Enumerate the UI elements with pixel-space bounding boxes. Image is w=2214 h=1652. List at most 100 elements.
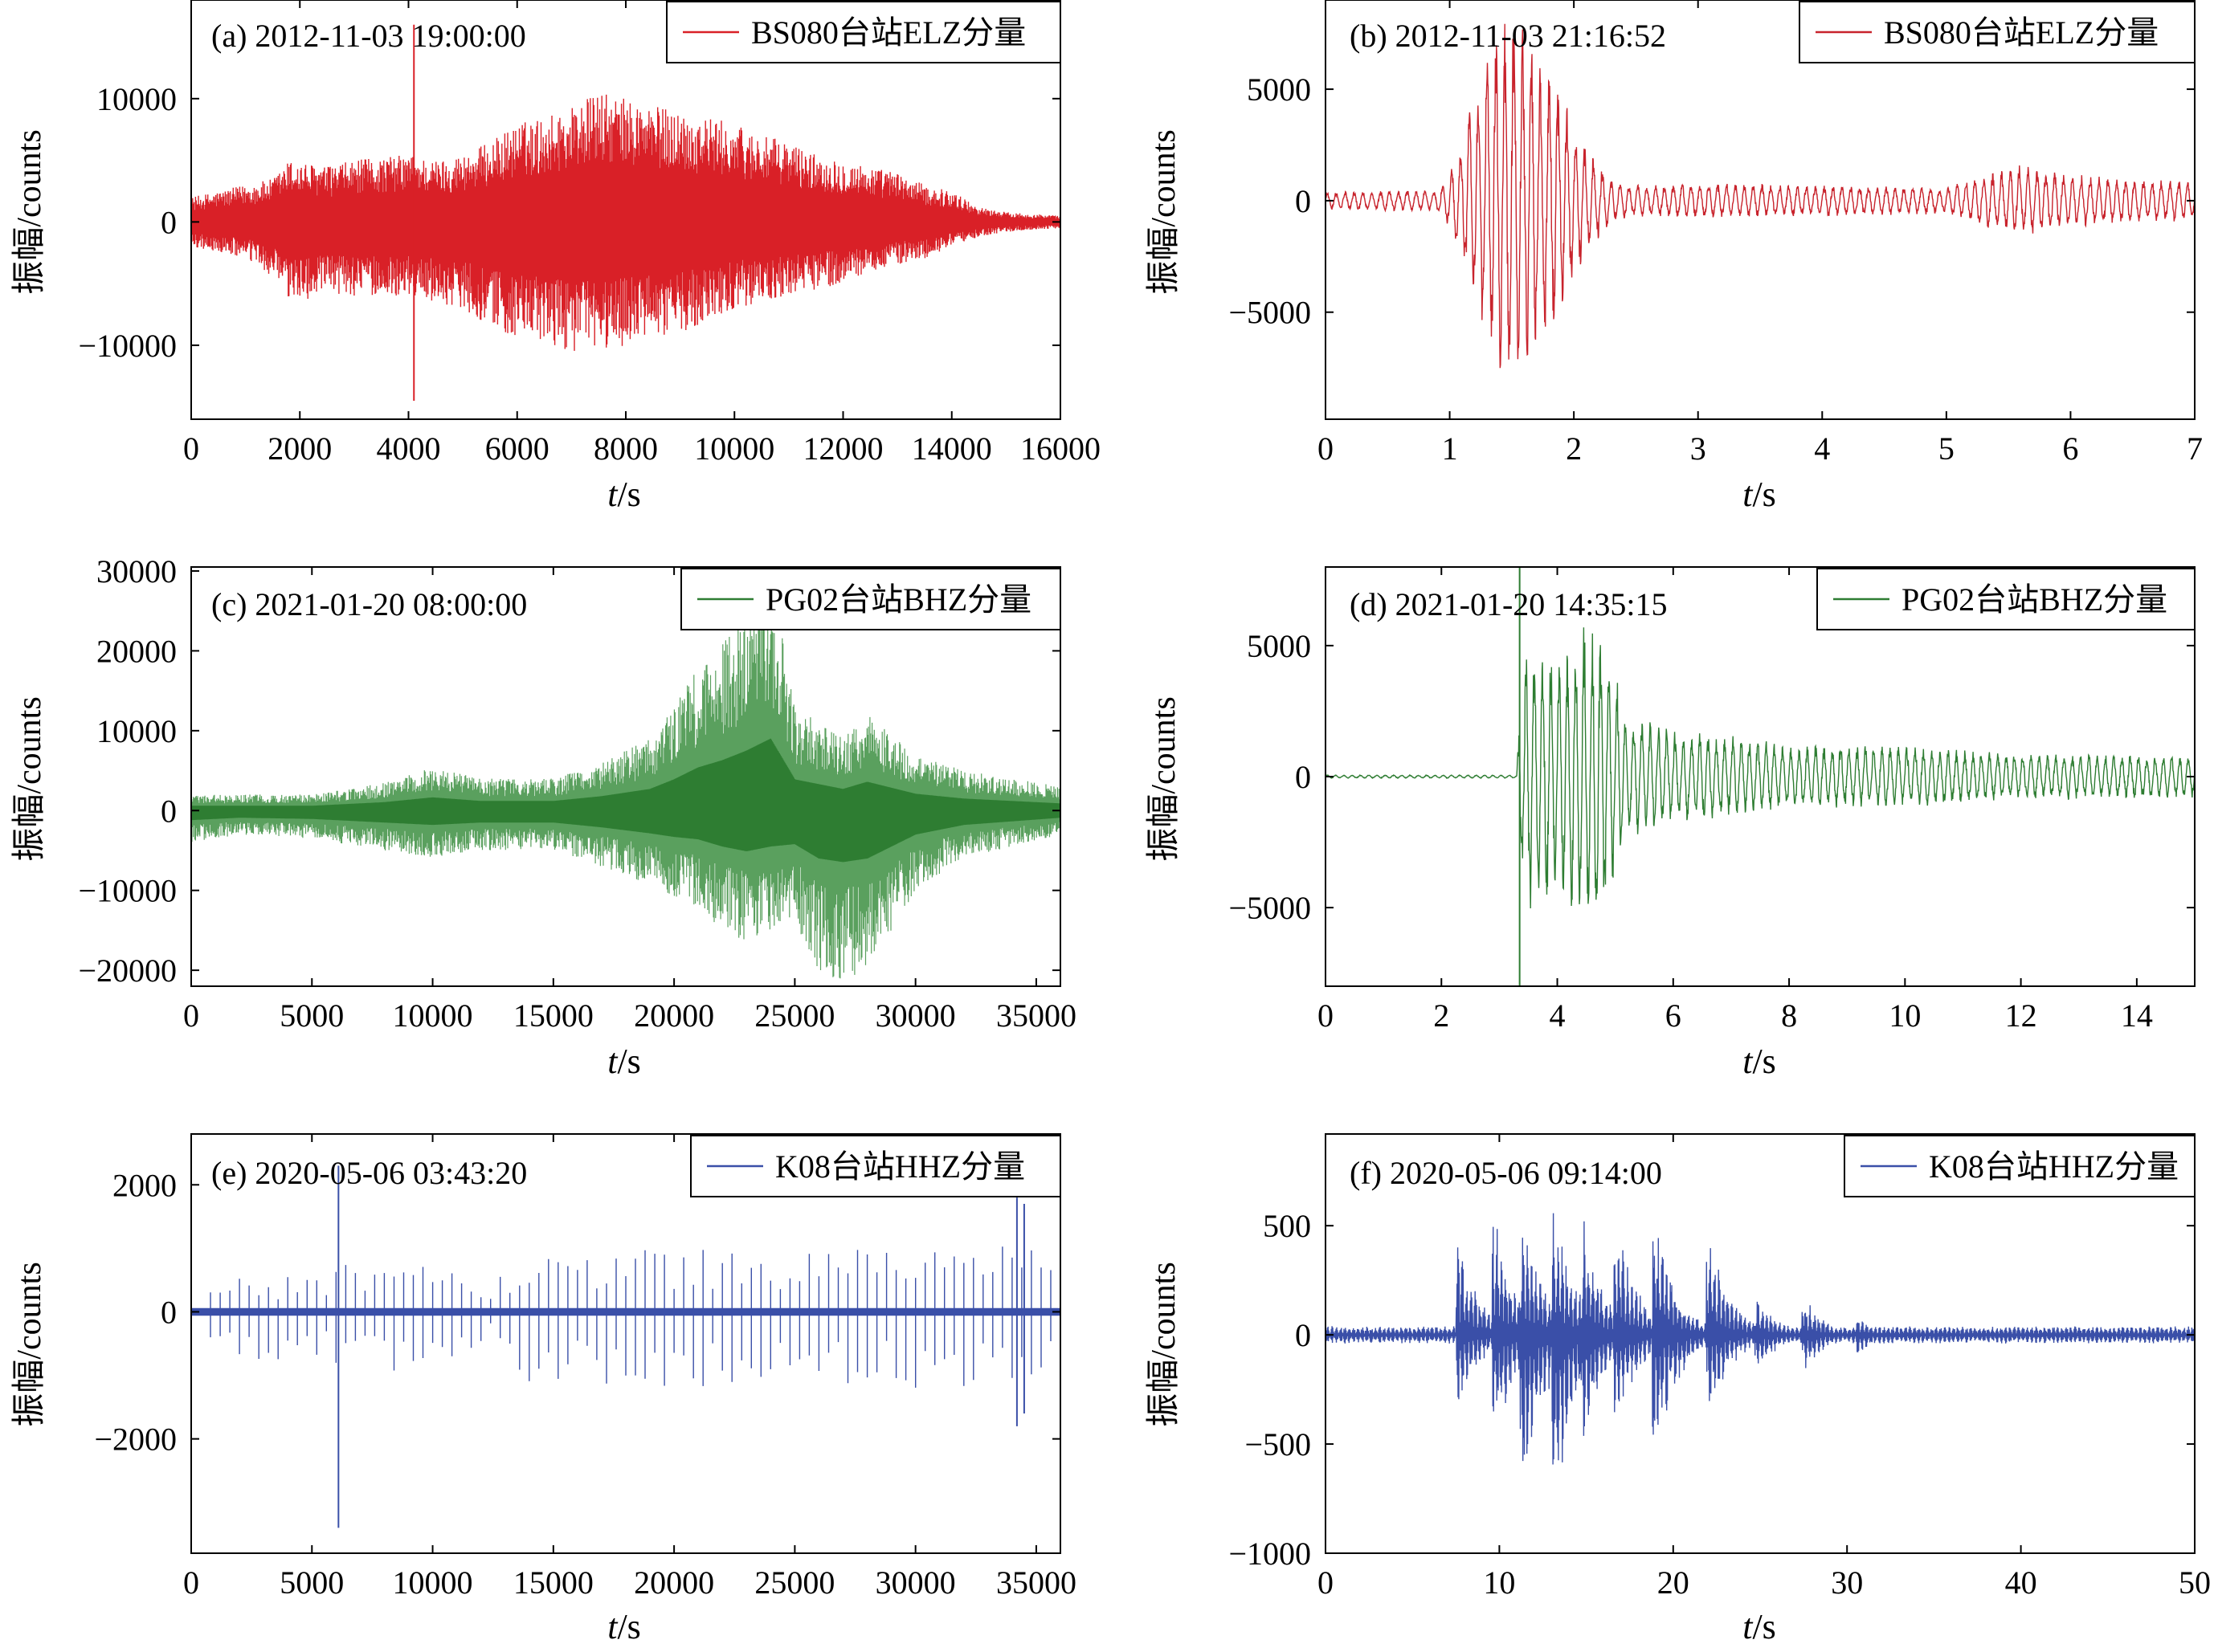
xtick-label-e-5: 25000	[754, 1564, 835, 1601]
xtick-label-f-5: 50	[2179, 1564, 2211, 1601]
xlabel-d: t/s	[1742, 1042, 1776, 1081]
xtick-label-a-6: 12000	[803, 430, 884, 467]
panel-title-e: (e) 2020-05-06 03:43:20	[211, 1155, 527, 1191]
xtick-label-f-1: 10	[1483, 1564, 1515, 1601]
xtick-label-e-0: 0	[183, 1564, 199, 1601]
ytick-label-e-2: 2000	[112, 1167, 177, 1203]
xtick-label-a-5: 10000	[694, 430, 774, 467]
legend-f: K08台站HHZ分量	[1844, 1135, 2196, 1197]
xlabel-unit-d: /s	[1752, 1042, 1775, 1081]
xtick-label-e-1: 5000	[280, 1564, 344, 1601]
xlabel-b: t/s	[1742, 475, 1776, 514]
xtick-label-e-6: 30000	[876, 1564, 956, 1601]
ytick-label-c-4: 20000	[96, 633, 177, 669]
xlabel-unit-c: /s	[617, 1042, 640, 1081]
ylabel-f: 振幅/counts	[1146, 1262, 1183, 1426]
xtick-label-c-6: 30000	[876, 997, 956, 1034]
xlabel-var-c: t	[607, 1042, 619, 1081]
ytick-label-e-1: 0	[161, 1294, 177, 1330]
legend-c: PG02台站BHZ分量	[680, 568, 1061, 630]
legend-e: K08台站HHZ分量	[690, 1135, 1061, 1197]
ytick-label-b-2: 5000	[1247, 71, 1311, 108]
ytick-label-a-1: 0	[161, 204, 177, 240]
xtick-label-c-5: 25000	[754, 997, 835, 1034]
ytick-label-d-2: 5000	[1247, 628, 1311, 664]
plot-frame-b	[1325, 0, 2196, 420]
xtick-label-f-2: 20	[1657, 1564, 1689, 1601]
xlabel-var-e: t	[607, 1607, 619, 1646]
plot-frame-c	[190, 566, 1061, 987]
xtick-label-c-7: 35000	[996, 997, 1076, 1034]
xtick-label-c-1: 5000	[280, 997, 344, 1034]
series-line-f	[1326, 1213, 2195, 1465]
panel-title-b: (b) 2012-11-03 21:16:52	[1350, 18, 1666, 54]
ytick-label-c-5: 30000	[96, 553, 177, 589]
xtick-label-b-2: 2	[1566, 430, 1582, 467]
legend-label-d: PG02台站BHZ分量	[1902, 581, 2167, 618]
xtick-label-d-5: 10	[1889, 997, 1921, 1034]
xtick-label-a-3: 6000	[485, 430, 549, 467]
panel-c: 振幅/counts 0 5000 10000 15000 20000 25000 30000…	[11, 553, 1076, 1081]
xtick-label-b-6: 6	[2062, 430, 2078, 467]
ylabel-d: 振幅/counts	[1146, 696, 1183, 861]
xlabel-var-f: t	[1742, 1607, 1754, 1646]
xlabel-e: t/s	[607, 1607, 641, 1646]
panel-title-d: (d) 2021-01-20 14:35:15	[1350, 586, 1668, 622]
panel-title-a: (a) 2012-11-03 19:00:00	[211, 18, 526, 54]
ytick-label-a-0: −10000	[78, 328, 177, 364]
xtick-label-a-1: 2000	[268, 430, 332, 467]
ytick-label-b-1: 0	[1295, 183, 1311, 219]
legend-label-a: BS080台站ELZ分量	[751, 14, 1026, 51]
series-line-a	[191, 94, 1060, 351]
xtick-label-d-3: 6	[1665, 997, 1681, 1034]
ytick-label-f-3: 500	[1263, 1208, 1311, 1244]
xtick-label-b-4: 4	[1814, 430, 1830, 467]
ytick-label-a-2: 10000	[96, 81, 177, 117]
xtick-label-d-2: 4	[1550, 997, 1566, 1034]
xtick-label-b-7: 7	[2187, 430, 2203, 467]
xtick-label-d-4: 8	[1781, 997, 1797, 1034]
xlabel-c: t/s	[607, 1042, 641, 1081]
plot-area-e: 0 5000 10000 15000 20000 25000 30000 35000−2000…	[94, 1133, 1076, 1601]
xtick-label-e-4: 20000	[634, 1564, 714, 1601]
xtick-label-b-3: 3	[1690, 430, 1706, 467]
series-core-c	[191, 738, 1060, 863]
xtick-label-f-4: 40	[2005, 1564, 2037, 1601]
xtick-label-d-6: 12	[2005, 997, 2037, 1034]
xtick-label-d-7: 14	[2121, 997, 2153, 1034]
xtick-label-f-0: 0	[1317, 1564, 1334, 1601]
plot-area-a: 0 2000 4000 6000 8000 10000 12000 14000 16000 −10…	[78, 0, 1101, 467]
series-line-d	[1326, 627, 2195, 909]
xtick-label-e-3: 15000	[513, 1564, 594, 1601]
xtick-label-e-2: 10000	[393, 1564, 473, 1601]
plot-area-f: 0 10 20 30 40 50 −1000 −500 0 500	[1228, 1133, 2211, 1601]
xtick-label-a-4: 8000	[594, 430, 658, 467]
xlabel-var-a: t	[607, 475, 619, 514]
plot-area-c: 0 5000 10000 15000 20000 25000 30000 35000 −2000…	[78, 553, 1076, 1034]
panel-d: 振幅/counts 0 2 4 6 8 10 12 14 −5000 0 5000 (d) 2021…	[1146, 566, 2196, 1081]
xtick-label-b-1: 1	[1442, 430, 1458, 467]
ylabel-e: 振幅/counts	[11, 1262, 48, 1426]
xtick-label-c-4: 20000	[634, 997, 714, 1034]
ytick-label-f-2: 0	[1295, 1317, 1311, 1353]
legend-a: BS080台站ELZ分量	[666, 1, 1061, 63]
series-line-e	[191, 1246, 1060, 1388]
legend-b: BS080台站ELZ分量	[1799, 1, 2196, 63]
ytick-label-e-0: −2000	[94, 1422, 177, 1458]
xlabel-unit-f: /s	[1752, 1607, 1775, 1646]
ytick-label-f-0: −1000	[1228, 1536, 1311, 1572]
xlabel-unit-a: /s	[617, 475, 640, 514]
xtick-label-a-2: 4000	[377, 430, 441, 467]
xlabel-a: t/s	[607, 475, 641, 514]
plot-area-b: 0 1 2 3 4 5 6 7 −5000 0 5000	[1228, 0, 2203, 467]
legend-label-b: BS080台站ELZ分量	[1884, 14, 2159, 51]
xlabel-var-d: t	[1742, 1042, 1754, 1081]
ytick-label-f-1: −500	[1244, 1426, 1311, 1462]
xtick-label-c-2: 10000	[393, 997, 473, 1034]
ytick-label-c-2: 0	[161, 793, 177, 829]
ytick-label-d-0: −5000	[1228, 890, 1311, 926]
panel-b: 振幅/counts 0 1 2 3 4 5 6 7 −5000 0 5000 (b) 2012-11…	[1146, 0, 2203, 514]
xtick-label-d-1: 2	[1433, 997, 1449, 1034]
xtick-label-a-0: 0	[183, 430, 199, 467]
